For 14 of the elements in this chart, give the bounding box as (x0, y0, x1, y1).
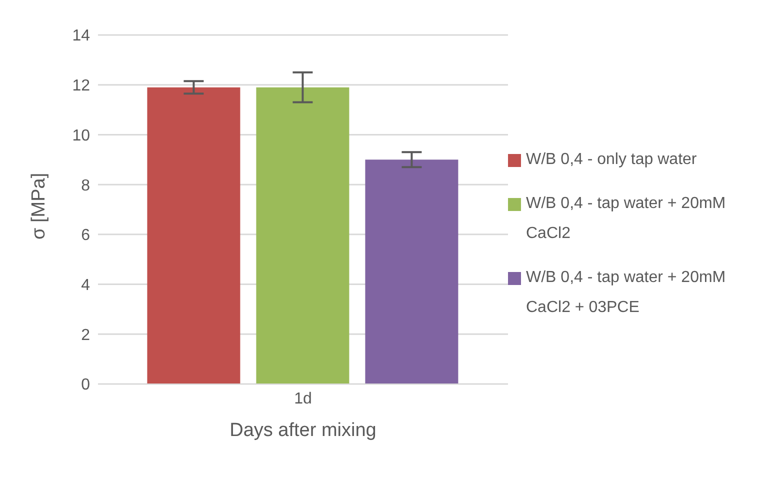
x-tick-label: 1d (294, 390, 312, 408)
y-tick-label: 12 (72, 78, 90, 95)
legend-label: W/B 0,4 - tap water + 20mM CaCl2 + 03PCE (526, 268, 727, 318)
y-tick-label: 6 (81, 227, 90, 244)
legend-label: W/B 0,4 - tap water + 20mM CaCl2 (526, 194, 727, 244)
legend-label: W/B 0,4 - only tap water (526, 150, 697, 170)
x-axis-title: Days after mixing (230, 420, 376, 441)
y-tick-label: 0 (81, 376, 90, 394)
y-tick-label: 14 (72, 28, 90, 45)
y-tick-label: 10 (72, 127, 90, 144)
y-tick-label: 8 (81, 177, 90, 194)
y-tick-label: 2 (81, 326, 90, 344)
y-axis-title: σ [MPa] (28, 172, 50, 240)
y-tick-label: 4 (81, 276, 90, 294)
